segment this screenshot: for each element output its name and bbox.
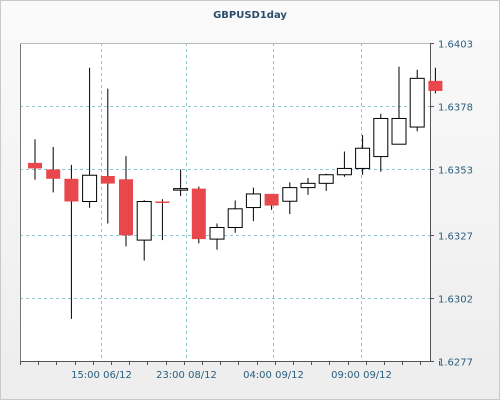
candle: [209, 223, 225, 250]
candle: [191, 186, 206, 244]
candle-body-bear: [428, 80, 443, 91]
candle-body-bear: [119, 179, 133, 236]
candle: [409, 69, 425, 132]
candle-body-bear: [191, 188, 206, 240]
x-tick-label: 09:00 09/12: [331, 370, 392, 381]
candle: [119, 156, 133, 247]
candle: [318, 173, 334, 191]
candle: [28, 139, 42, 180]
y-tick-label: 1.6327: [438, 232, 473, 243]
candle: [373, 113, 389, 172]
x-axis-ticks: 15:00 06/12 23:00 08/12 04:00 09/12 09:00 0…: [20, 361, 440, 381]
candle: [227, 200, 243, 233]
candle-body-bull: [136, 200, 152, 241]
y-tick-label: 1.6277: [438, 358, 473, 369]
y-tick-label: 1.6353: [438, 166, 473, 177]
candle-body-bear: [64, 178, 79, 202]
candle: [245, 187, 261, 222]
x-tick-label: 23:00 08/12: [156, 370, 217, 381]
candle-body-bull: [373, 117, 389, 158]
candle-body-bear: [264, 193, 279, 206]
candle-body-bull: [409, 77, 425, 128]
candle: [391, 66, 407, 145]
x-tick-label: 15:00 06/12: [71, 370, 132, 381]
candle-body-bull: [391, 117, 407, 145]
candle: [355, 135, 371, 175]
candle: [46, 146, 61, 193]
candle: [282, 182, 298, 215]
candle-body-bull: [245, 193, 261, 209]
candle: [100, 88, 115, 224]
candle-body-bull: [82, 174, 98, 202]
candle-body-bull: [336, 167, 352, 176]
candle-body-bull: [227, 208, 243, 228]
y-tick-label: 1.6302: [438, 295, 473, 306]
candle-body-bull: [173, 188, 189, 191]
axes: [20, 43, 431, 362]
candle-body-bear: [100, 176, 115, 184]
candle: [173, 169, 189, 196]
y-tick-label: 1.6378: [438, 103, 473, 114]
candle: [82, 67, 98, 208]
y-tick-label: 1.6403: [438, 40, 473, 51]
candle: [136, 200, 152, 261]
candle-body-bull: [209, 226, 225, 240]
candle: [264, 193, 279, 210]
candle-body-bull: [300, 182, 316, 189]
candle-body-bull: [355, 147, 371, 169]
candle-body-bull: [318, 174, 334, 184]
candle: [300, 178, 316, 195]
candle-body-bear: [155, 201, 170, 203]
candle-body-bull: [282, 187, 298, 202]
candle-body-bear: [28, 162, 42, 169]
candle: [155, 199, 170, 241]
candle: [64, 164, 79, 319]
candle: [336, 151, 352, 177]
plot-area: [20, 43, 430, 361]
candle-body-bear: [46, 169, 61, 179]
y-axis-ticks: 1.6403 1.6378 1.6353 1.6327 1.6302 1.6277: [430, 40, 473, 369]
chart-title: GBPUSD1day: [213, 10, 287, 21]
x-tick-label: 04:00 09/12: [243, 370, 304, 381]
candles: [28, 66, 443, 319]
candle: [428, 67, 443, 94]
